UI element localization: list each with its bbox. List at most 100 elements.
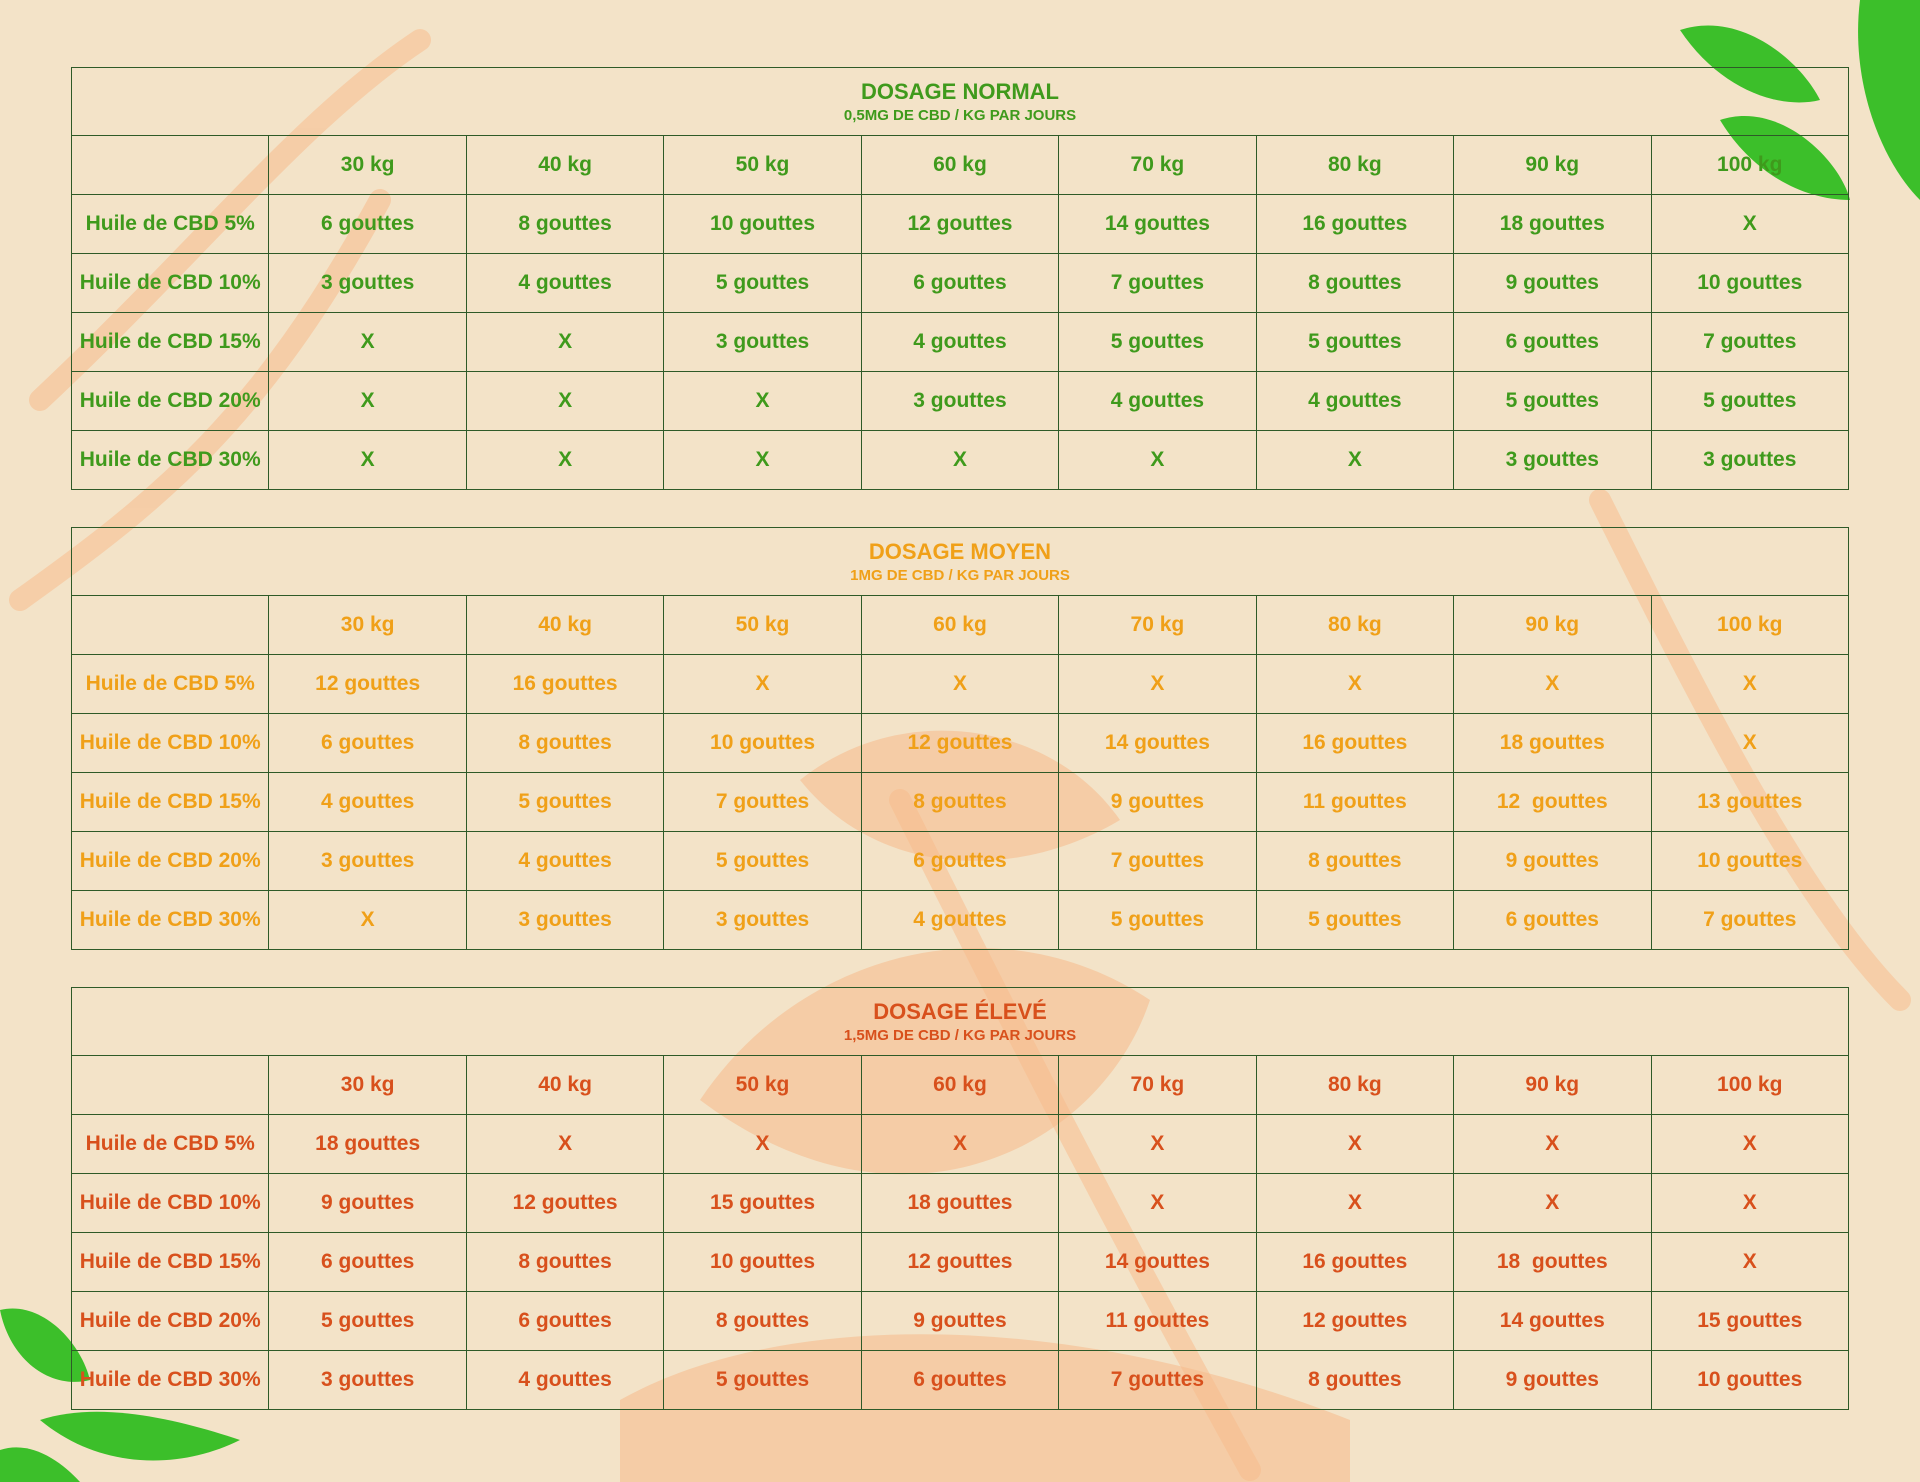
column-header: 70 kg xyxy=(1058,135,1257,195)
column-header: 40 kg xyxy=(465,1055,665,1115)
dosage-cell: 6 gouttes xyxy=(1453,890,1652,950)
dosage-row: Huile de CBD 15% X X 3 gouttes 4 gouttes 5 go… xyxy=(70,312,1849,372)
dosage-row: Huile de CBD 20% 3 gouttes 4 gouttes 5 gout… xyxy=(70,831,1849,891)
dosage-cell: 4 gouttes xyxy=(860,312,1060,372)
dosage-table: DOSAGE ÉLEVÉ 1,5MG DE CBD / KG PAR JOURS 3… xyxy=(70,987,1849,1410)
column-header: 80 kg xyxy=(1255,1055,1455,1115)
dosage-cell: 10 gouttes xyxy=(1650,831,1849,891)
column-header: 100 kg xyxy=(1650,1055,1849,1115)
table-subtitle: 1,5MG DE CBD / KG PAR JOURS xyxy=(843,1027,1077,1044)
column-header: 60 kg xyxy=(860,595,1060,655)
dosage-cell: 16 gouttes xyxy=(1255,194,1455,254)
column-header: 90 kg xyxy=(1453,1055,1652,1115)
dosage-cell: 6 gouttes xyxy=(268,1232,467,1292)
dosage-cell: 6 gouttes xyxy=(860,1350,1060,1410)
dosage-cell: 4 gouttes xyxy=(860,890,1060,950)
dosage-cell: 9 gouttes xyxy=(1453,831,1652,891)
title-row: DOSAGE ÉLEVÉ 1,5MG DE CBD / KG PAR JOURS xyxy=(71,987,1849,1056)
dosage-cell: X xyxy=(1453,1114,1652,1174)
dosage-cell: 5 gouttes xyxy=(663,831,862,891)
column-header: 50 kg xyxy=(663,595,862,655)
column-header: 50 kg xyxy=(663,135,862,195)
row-label: Huile de CBD 20% xyxy=(70,831,270,891)
dosage-cell: X xyxy=(465,312,665,372)
column-header: 70 kg xyxy=(1058,595,1257,655)
dosage-cell: 9 gouttes xyxy=(1058,772,1257,832)
dosage-cell: 18 gouttes xyxy=(1453,713,1652,773)
dosage-cell: 5 gouttes xyxy=(1650,371,1849,431)
row-label: Huile de CBD 20% xyxy=(70,371,270,431)
table-title: DOSAGE NORMAL xyxy=(861,79,1059,104)
dosage-cell: X xyxy=(1058,430,1257,490)
dosage-cell: 13 gouttes xyxy=(1650,772,1849,832)
dosage-cell: 11 gouttes xyxy=(1255,772,1455,832)
dosage-cell: X xyxy=(663,654,862,714)
title-cell: DOSAGE NORMAL 0,5MG DE CBD / KG PAR JOURS xyxy=(71,67,1849,136)
row-label: Huile de CBD 15% xyxy=(70,772,270,832)
dosage-row: Huile de CBD 5% 12 gouttes 16 gouttes X X X X X… xyxy=(70,654,1849,714)
dosage-cell: 16 gouttes xyxy=(1255,713,1455,773)
dosage-cell: X xyxy=(1453,654,1652,714)
dosage-cell: 7 gouttes xyxy=(663,772,862,832)
dosage-cell: 6 gouttes xyxy=(465,1291,665,1351)
dosage-cell: 3 gouttes xyxy=(663,312,862,372)
dosage-cell: 18 gouttes xyxy=(268,1114,467,1174)
corner-cell xyxy=(70,595,270,655)
dosage-cell: 10 gouttes xyxy=(663,194,862,254)
dosage-cell: 5 gouttes xyxy=(1453,371,1652,431)
corner-cell xyxy=(70,135,270,195)
dosage-cell: 9 gouttes xyxy=(268,1173,467,1233)
table-title: DOSAGE ÉLEVÉ xyxy=(873,999,1047,1024)
column-header: 70 kg xyxy=(1058,1055,1257,1115)
dosage-cell: 12 gouttes xyxy=(268,654,467,714)
column-header: 30 kg xyxy=(268,595,467,655)
column-header-row: 30 kg 40 kg 50 kg 60 kg 70 kg 80 kg 90 kg 100 k… xyxy=(70,1055,1849,1115)
row-label: Huile de CBD 30% xyxy=(70,890,270,950)
dosage-cell: X xyxy=(268,312,467,372)
dosage-cell: 5 gouttes xyxy=(663,253,862,313)
dosage-cell: 14 gouttes xyxy=(1058,194,1257,254)
row-label: Huile de CBD 15% xyxy=(70,312,270,372)
dosage-cell: 3 gouttes xyxy=(1650,430,1849,490)
dosage-cell: 14 gouttes xyxy=(1058,713,1257,773)
row-label: Huile de CBD 10% xyxy=(70,253,270,313)
dosage-cell: 14 gouttes xyxy=(1453,1291,1652,1351)
dosage-cell: 9 gouttes xyxy=(860,1291,1060,1351)
dosage-cell: 10 gouttes xyxy=(663,713,862,773)
dosage-cell: 12 gouttes xyxy=(1255,1291,1455,1351)
dosage-cell: X xyxy=(465,371,665,431)
dosage-table: DOSAGE NORMAL 0,5MG DE CBD / KG PAR JOURS… xyxy=(70,67,1849,490)
dosage-cell: 4 gouttes xyxy=(465,1350,665,1410)
column-header: 90 kg xyxy=(1453,135,1652,195)
dosage-cell: 12 gouttes xyxy=(860,1232,1060,1292)
table-subtitle: 0,5MG DE CBD / KG PAR JOURS xyxy=(843,107,1077,124)
dosage-row: Huile de CBD 20% 5 gouttes 6 gouttes 8 gout… xyxy=(70,1291,1849,1351)
dosage-cell: X xyxy=(860,654,1060,714)
dosage-cell: 8 gouttes xyxy=(465,194,665,254)
dosage-cell: 8 gouttes xyxy=(860,772,1060,832)
dosage-cell: 9 gouttes xyxy=(1453,253,1652,313)
dosage-cell: X xyxy=(663,430,862,490)
dosage-cell: 15 gouttes xyxy=(663,1173,862,1233)
dosage-cell: X xyxy=(268,430,467,490)
dosage-row: Huile de CBD 15% 4 gouttes 5 gouttes 7 gout… xyxy=(70,772,1849,832)
corner-cell xyxy=(70,1055,270,1115)
dosage-cell: 8 gouttes xyxy=(1255,253,1455,313)
column-header: 80 kg xyxy=(1255,595,1455,655)
dosage-cell: 7 gouttes xyxy=(1058,831,1257,891)
dosage-cell: 7 gouttes xyxy=(1650,890,1849,950)
dosage-cell: X xyxy=(1058,1173,1257,1233)
dosage-cell: 6 gouttes xyxy=(268,194,467,254)
dosage-cell: X xyxy=(1058,1114,1257,1174)
dosage-cell: 3 gouttes xyxy=(268,831,467,891)
row-label: Huile de CBD 5% xyxy=(70,654,270,714)
dosage-row: Huile de CBD 10% 9 gouttes 12 gouttes 15 go… xyxy=(70,1173,1849,1233)
dosage-cell: 3 gouttes xyxy=(663,890,862,950)
column-header: 80 kg xyxy=(1255,135,1455,195)
dosage-cell: X xyxy=(1650,194,1849,254)
dosage-cell: 6 gouttes xyxy=(860,253,1060,313)
dosage-cell: X xyxy=(1650,1232,1849,1292)
dosage-cell: 18 gouttes xyxy=(1453,1232,1652,1292)
table-subtitle: 1MG DE CBD / KG PAR JOURS xyxy=(850,567,1070,584)
dosage-cell: X xyxy=(268,371,467,431)
